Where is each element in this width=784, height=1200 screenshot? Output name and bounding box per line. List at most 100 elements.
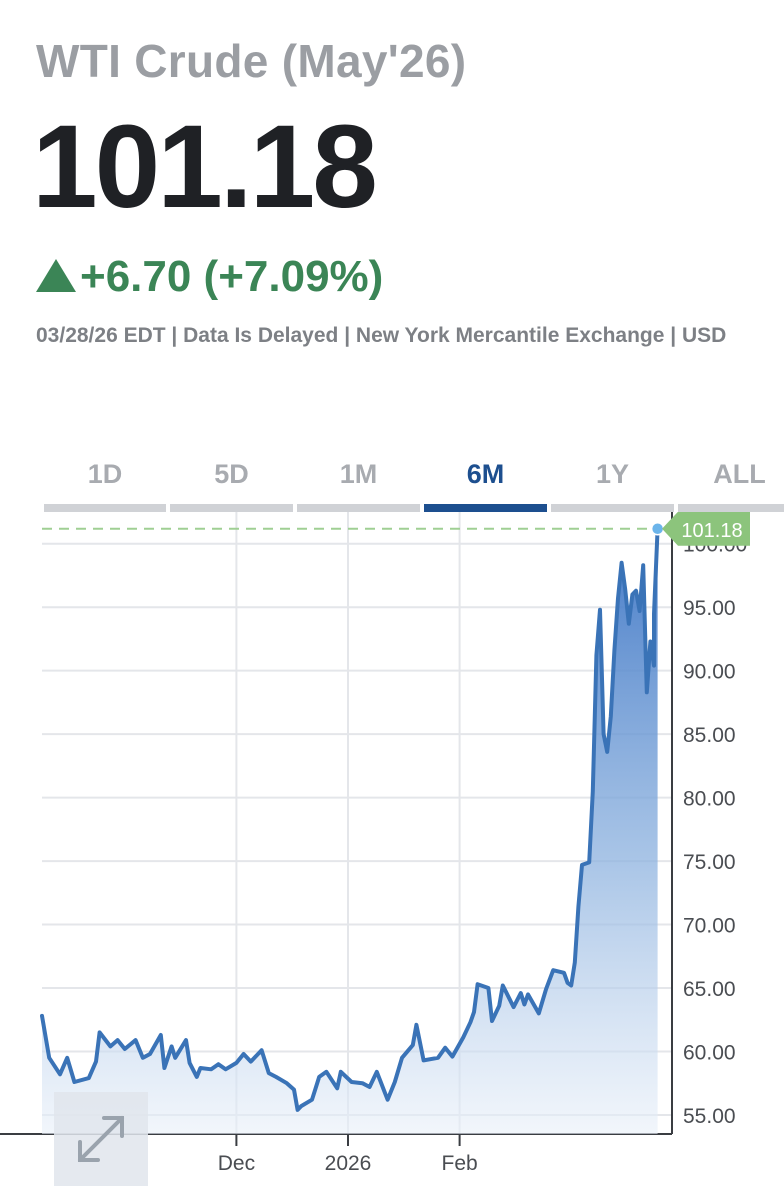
data-point [318, 1075, 321, 1079]
range-tabs: 1D 5D 1M 6M 1Y ALL [42, 452, 784, 512]
data-point [199, 1066, 202, 1070]
data-point [87, 1076, 91, 1080]
tab-5d[interactable]: 5D [168, 452, 295, 512]
data-point [609, 715, 612, 718]
data-point [40, 1014, 44, 1018]
price-line [40, 526, 660, 1112]
data-point [325, 1070, 328, 1073]
tab-1m[interactable]: 1M [295, 452, 422, 512]
data-point [627, 622, 630, 625]
data-point [300, 1104, 303, 1108]
data-point [444, 1046, 447, 1049]
tab-label: 6M [466, 459, 505, 489]
data-point [490, 1019, 494, 1023]
data-point [217, 1063, 220, 1066]
data-point [393, 1080, 396, 1084]
data-point [170, 1045, 173, 1048]
data-point [274, 1075, 278, 1079]
data-point [242, 1052, 245, 1056]
expand-arrows-icon [78, 1116, 124, 1162]
data-point [591, 790, 594, 793]
data-point [48, 1056, 51, 1059]
data-point [620, 561, 623, 564]
data-point [472, 1010, 476, 1014]
data-point [573, 961, 576, 964]
data-point [634, 589, 638, 592]
y-tick-label: 80.00 [683, 788, 736, 811]
tab-6m[interactable]: 6M [422, 452, 549, 512]
data-point [613, 649, 616, 652]
data-point [580, 863, 584, 867]
data-point [400, 1056, 404, 1059]
data-point [210, 1068, 213, 1071]
y-tick-label: 85.00 [683, 724, 736, 747]
data-point [422, 1059, 425, 1062]
data-point [552, 969, 555, 972]
data-point [411, 1043, 414, 1047]
data-point [645, 691, 648, 694]
y-tick-label: 55.00 [683, 1105, 736, 1128]
data-point [310, 1098, 314, 1101]
tab-1d[interactable]: 1D [42, 452, 168, 512]
data-point [361, 1082, 364, 1085]
data-point [141, 1056, 144, 1059]
data-point [577, 905, 580, 908]
price-change-value: +6.70 (+7.09%) [80, 252, 384, 301]
data-point [462, 1036, 465, 1039]
data-point [296, 1108, 299, 1112]
data-point [375, 1070, 378, 1073]
data-point [123, 1047, 127, 1051]
data-point [523, 1003, 526, 1006]
data-point [415, 1023, 418, 1026]
data-point [260, 1049, 263, 1052]
data-point [562, 971, 566, 974]
data-point [537, 1012, 540, 1015]
data-point [631, 593, 634, 596]
data-point [368, 1085, 371, 1089]
data-point [602, 732, 605, 736]
data-point [163, 1066, 166, 1070]
tab-label: ALL [713, 459, 766, 489]
data-point [501, 984, 504, 987]
data-point [336, 1087, 339, 1090]
y-tick-label: 75.00 [683, 851, 736, 874]
y-tick-label: 90.00 [683, 661, 736, 684]
x-tick-label: 2026 [325, 1152, 372, 1175]
data-point [116, 1038, 119, 1042]
data-point [566, 981, 569, 985]
data-point [649, 640, 652, 643]
last-price-label: 101.18 [681, 520, 742, 542]
data-point [134, 1038, 137, 1042]
data-point [498, 1004, 501, 1007]
data-point [195, 1075, 198, 1079]
tab-label: 5D [214, 459, 249, 489]
last-price-label-bg [662, 512, 750, 546]
data-point [638, 609, 641, 613]
data-point [476, 983, 479, 986]
tab-1y[interactable]: 1Y [549, 452, 676, 512]
data-point [159, 1033, 162, 1037]
last-price: 101.18 [32, 101, 378, 233]
data-point [386, 1098, 389, 1101]
data-point [148, 1052, 152, 1056]
data-point [292, 1088, 296, 1091]
data-point [595, 654, 598, 657]
data-point [98, 1031, 101, 1034]
data-point [174, 1056, 177, 1059]
data-point [624, 588, 627, 591]
tab-label: 1Y [595, 459, 630, 489]
data-point [73, 1080, 76, 1084]
data-point [58, 1073, 62, 1076]
data-point [436, 1056, 440, 1059]
data-point [652, 664, 656, 667]
up-triangle-icon [36, 258, 76, 292]
data-point [519, 991, 522, 995]
tab-all[interactable]: ALL [676, 452, 784, 512]
expand-button[interactable] [54, 1092, 148, 1186]
data-point [526, 993, 530, 996]
data-point [184, 1038, 188, 1042]
data-point [94, 1060, 98, 1063]
last-point-marker [650, 522, 665, 536]
x-tick-label: Feb [442, 1152, 478, 1175]
data-point [285, 1082, 288, 1085]
